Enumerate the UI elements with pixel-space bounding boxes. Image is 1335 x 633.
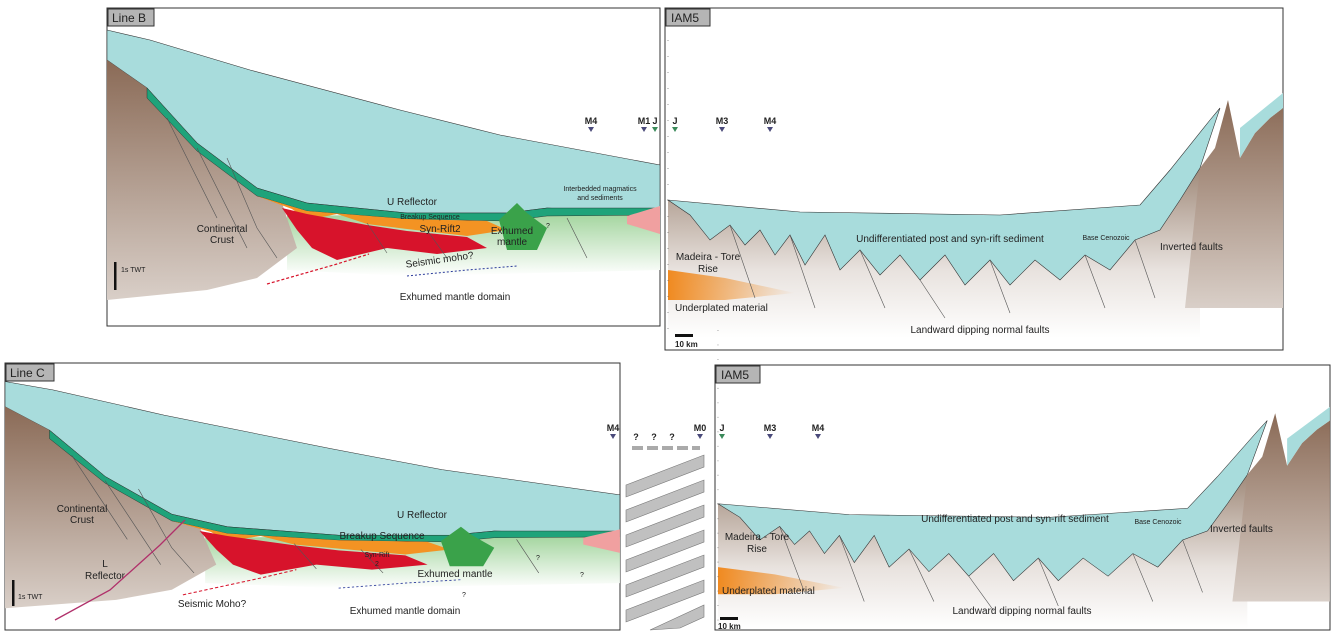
connector: ? ? ? M0 bbox=[625, 423, 707, 631]
label: Inverted faults bbox=[1210, 524, 1273, 535]
label: M3 bbox=[716, 116, 729, 126]
label: Inverted faults bbox=[1160, 242, 1223, 253]
label: 1s TWT bbox=[121, 267, 146, 274]
label: 10 km bbox=[675, 340, 698, 349]
label: Rise bbox=[747, 544, 767, 555]
shape bbox=[588, 127, 594, 132]
panel-iam5-top: IAM5 J M3 M4 Undifferentiated post and s… bbox=[664, 7, 1284, 351]
label: M0 bbox=[694, 423, 707, 433]
shape bbox=[815, 434, 821, 439]
shape bbox=[672, 127, 678, 132]
label: ? bbox=[580, 572, 584, 579]
panel-line-c: Line C M4 Continental Crust U Reflector … bbox=[4, 362, 621, 631]
label: Line C bbox=[10, 366, 45, 380]
label: ? bbox=[633, 432, 639, 442]
label: Underplated material bbox=[675, 303, 768, 314]
label: and sediments bbox=[577, 195, 623, 202]
label: J bbox=[672, 116, 677, 126]
label: Crust bbox=[70, 515, 94, 526]
label: M3 bbox=[764, 423, 777, 433]
panel-line-b: Line B M4 M1 J Interbedded magmatics and… bbox=[106, 7, 661, 327]
label: 1s TWT bbox=[18, 594, 43, 601]
label: ? bbox=[536, 555, 540, 562]
label: Continental bbox=[197, 224, 248, 235]
label: Interbedded magmatics bbox=[563, 186, 637, 193]
shape bbox=[625, 479, 705, 523]
label: U Reflector bbox=[397, 510, 448, 521]
label: M4 bbox=[764, 116, 777, 126]
label: Breakup Sequence bbox=[400, 214, 460, 221]
label: mantle bbox=[497, 237, 527, 248]
label: IAM5 bbox=[721, 368, 749, 382]
shape bbox=[625, 504, 705, 548]
panel-iam5-bottom: IAM5 J M3 M4 Undifferentiated post and s… bbox=[714, 329, 1331, 631]
label: M1 bbox=[638, 116, 651, 126]
label: ? bbox=[651, 432, 657, 442]
label: J bbox=[652, 116, 657, 126]
label: Exhumed bbox=[491, 226, 533, 237]
box bbox=[720, 617, 738, 620]
label: M4 bbox=[812, 423, 825, 433]
label: Rise bbox=[698, 264, 718, 275]
shape bbox=[610, 434, 616, 439]
shape bbox=[649, 604, 705, 631]
box bbox=[675, 334, 693, 337]
shape bbox=[767, 127, 773, 132]
label: Madeira - Tore bbox=[725, 532, 790, 543]
box bbox=[12, 580, 15, 606]
label: Undifferentiated post and syn-rift sedim… bbox=[856, 234, 1044, 245]
shape bbox=[641, 127, 647, 132]
label: L bbox=[102, 559, 108, 570]
box bbox=[665, 8, 711, 27]
label: M4 bbox=[585, 116, 598, 126]
label: U Reflector bbox=[387, 197, 438, 208]
shape bbox=[719, 434, 725, 439]
shape bbox=[625, 529, 705, 573]
label: Syn-Rift bbox=[365, 552, 390, 559]
label: Breakup Sequence bbox=[339, 531, 425, 542]
line bbox=[54, 519, 186, 621]
label: Exhumed mantle domain bbox=[400, 292, 511, 303]
label: Exhumed mantle bbox=[417, 569, 492, 580]
label: Base Cenozoic bbox=[1082, 235, 1130, 242]
shape bbox=[625, 554, 705, 598]
shape bbox=[625, 454, 705, 498]
label: Base Cenozoic bbox=[1134, 519, 1182, 526]
shape bbox=[625, 579, 705, 623]
shape bbox=[697, 434, 703, 439]
label: Line B bbox=[112, 11, 146, 25]
box bbox=[5, 363, 55, 382]
label: ? bbox=[462, 592, 466, 599]
label: Landward dipping normal faults bbox=[911, 325, 1050, 336]
label: Undifferentiated post and syn-rift sedim… bbox=[921, 514, 1109, 525]
box bbox=[114, 262, 117, 290]
shape bbox=[719, 127, 725, 132]
label: M4 bbox=[607, 423, 620, 433]
shape bbox=[652, 127, 658, 132]
label: ? bbox=[669, 432, 675, 442]
label: ? bbox=[546, 223, 550, 230]
label: J bbox=[719, 423, 724, 433]
label: Syn-Rift2 bbox=[419, 224, 461, 235]
label: Exhumed mantle domain bbox=[350, 606, 461, 617]
label: 2 bbox=[375, 561, 379, 568]
label: Madeira - Tore bbox=[676, 252, 741, 263]
shape bbox=[767, 434, 773, 439]
label: Crust bbox=[210, 235, 234, 246]
label: Continental bbox=[57, 504, 108, 515]
box bbox=[715, 365, 761, 384]
label: Underplated material bbox=[722, 586, 815, 597]
label: IAM5 bbox=[671, 11, 699, 25]
label: Seismic Moho? bbox=[178, 599, 247, 610]
label: 10 km bbox=[718, 622, 741, 631]
label: Landward dipping normal faults bbox=[953, 606, 1092, 617]
label: Reflector bbox=[85, 571, 126, 582]
box bbox=[107, 8, 155, 27]
